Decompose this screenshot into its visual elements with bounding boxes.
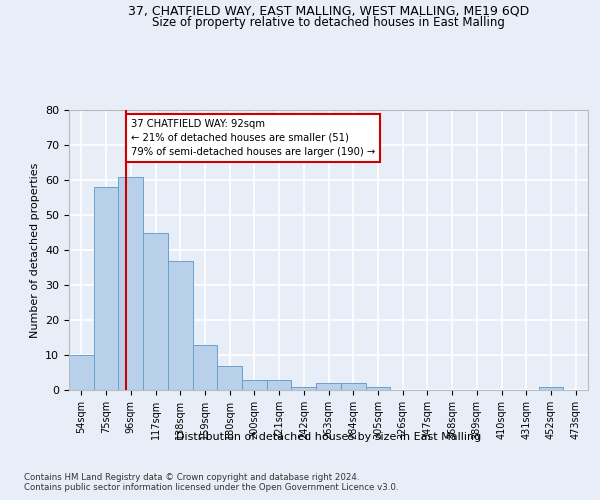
Bar [69,355,94,390]
Text: 37 CHATFIELD WAY: 92sqm
← 21% of detached houses are smaller (51)
79% of semi-de: 37 CHATFIELD WAY: 92sqm ← 21% of detache… [131,118,375,157]
Bar [242,380,267,390]
Text: 37, CHATFIELD WAY, EAST MALLING, WEST MALLING, ME19 6QD: 37, CHATFIELD WAY, EAST MALLING, WEST MA… [128,5,529,18]
Text: Contains public sector information licensed under the Open Government Licence v3: Contains public sector information licen… [24,482,398,492]
Bar [143,232,168,390]
Bar [94,187,118,390]
Bar [217,366,242,390]
Bar [316,383,341,390]
Bar [341,383,365,390]
Bar [168,260,193,390]
Bar [365,386,390,390]
Text: Size of property relative to detached houses in East Malling: Size of property relative to detached ho… [152,16,505,29]
Text: Contains HM Land Registry data © Crown copyright and database right 2024.: Contains HM Land Registry data © Crown c… [24,472,359,482]
Y-axis label: Number of detached properties: Number of detached properties [29,162,40,338]
Bar [267,380,292,390]
Text: Distribution of detached houses by size in East Malling: Distribution of detached houses by size … [176,432,481,442]
Bar [118,176,143,390]
Bar [539,386,563,390]
Bar [193,344,217,390]
Bar [292,386,316,390]
